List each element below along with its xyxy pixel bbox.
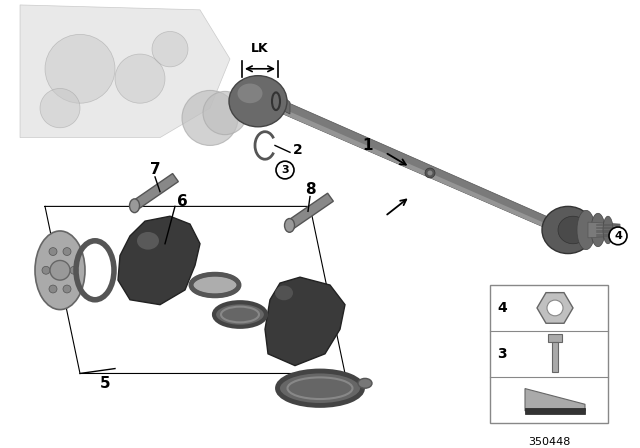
Ellipse shape: [214, 302, 266, 327]
Circle shape: [182, 90, 238, 146]
Polygon shape: [282, 109, 554, 231]
Text: 8: 8: [305, 182, 316, 197]
Ellipse shape: [137, 232, 159, 250]
Ellipse shape: [237, 83, 262, 103]
Circle shape: [63, 285, 71, 293]
Text: LK: LK: [251, 42, 269, 55]
Text: 7: 7: [150, 162, 160, 177]
Ellipse shape: [35, 231, 85, 310]
Ellipse shape: [278, 371, 362, 405]
Ellipse shape: [542, 207, 594, 254]
Polygon shape: [525, 388, 585, 411]
Circle shape: [428, 171, 433, 176]
Circle shape: [152, 31, 188, 67]
Circle shape: [70, 267, 78, 274]
Polygon shape: [282, 103, 557, 231]
Circle shape: [203, 91, 247, 135]
Ellipse shape: [229, 76, 287, 127]
Polygon shape: [20, 5, 230, 138]
Text: 4: 4: [614, 231, 622, 241]
Text: 350448: 350448: [528, 437, 570, 448]
Circle shape: [50, 260, 70, 280]
Text: 2: 2: [293, 143, 303, 157]
Polygon shape: [287, 193, 333, 229]
Circle shape: [49, 248, 57, 255]
Ellipse shape: [358, 379, 372, 388]
Polygon shape: [588, 222, 620, 238]
Text: 6: 6: [177, 194, 188, 209]
Circle shape: [42, 267, 50, 274]
Circle shape: [547, 300, 563, 316]
Circle shape: [276, 161, 294, 179]
Bar: [548, 334, 562, 342]
Circle shape: [49, 285, 57, 293]
Text: 3: 3: [281, 165, 289, 175]
Ellipse shape: [275, 285, 293, 300]
Circle shape: [425, 168, 435, 178]
Polygon shape: [280, 93, 290, 114]
Polygon shape: [132, 173, 179, 210]
Polygon shape: [118, 216, 200, 305]
Circle shape: [45, 34, 115, 103]
Bar: [525, 408, 585, 414]
Bar: [490, 285, 608, 422]
Ellipse shape: [129, 199, 140, 213]
Bar: [552, 342, 558, 371]
Ellipse shape: [285, 219, 294, 232]
Text: 4: 4: [497, 301, 507, 315]
Circle shape: [115, 54, 165, 103]
Text: 5: 5: [100, 376, 110, 391]
Ellipse shape: [191, 274, 239, 296]
Text: 3: 3: [497, 347, 507, 361]
Ellipse shape: [603, 216, 613, 244]
Circle shape: [63, 248, 71, 255]
Ellipse shape: [591, 213, 605, 247]
Ellipse shape: [577, 210, 595, 250]
Circle shape: [40, 88, 80, 128]
Circle shape: [609, 227, 627, 245]
Polygon shape: [265, 277, 345, 366]
Ellipse shape: [558, 216, 588, 244]
Text: 1: 1: [363, 138, 373, 153]
